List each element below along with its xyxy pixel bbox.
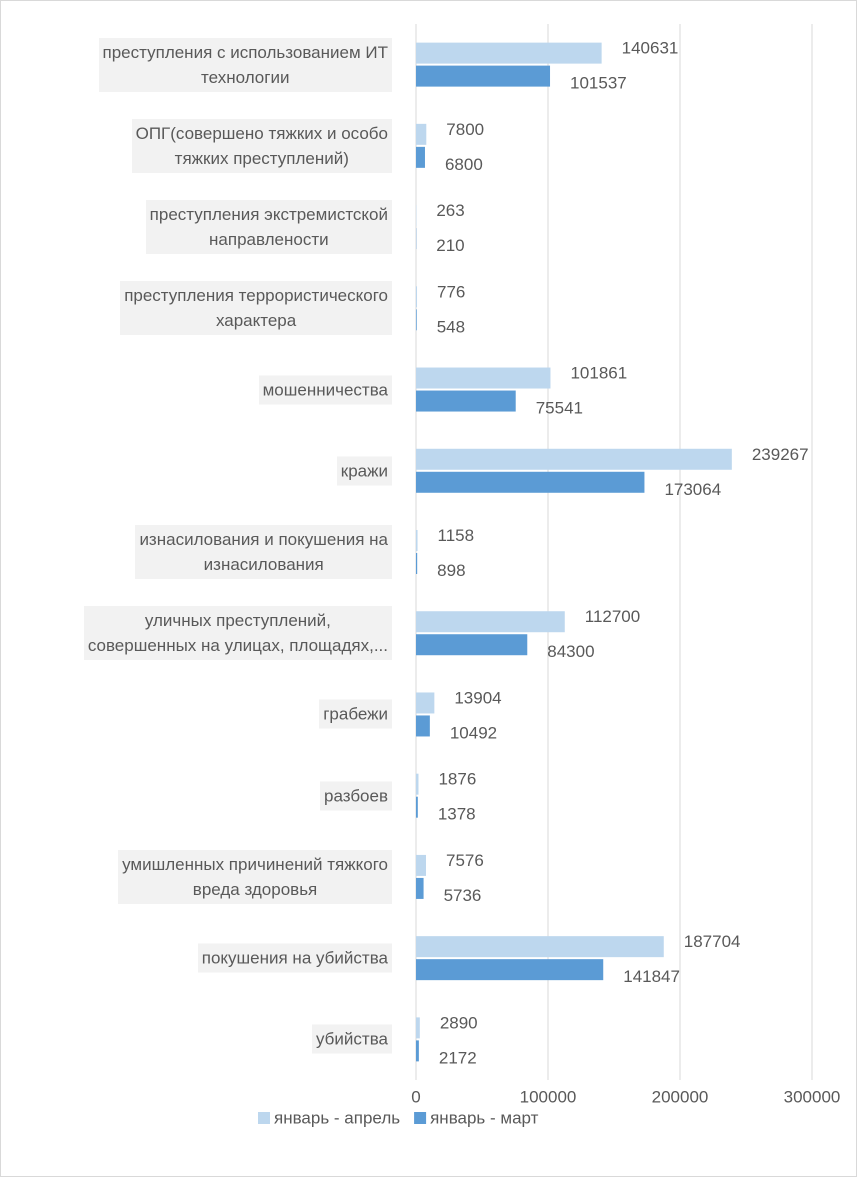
bar [416, 854, 427, 876]
bar [416, 1017, 420, 1039]
y-tick-label: кражи [336, 456, 392, 486]
x-tick-label: 100000 [520, 1087, 577, 1106]
bar [416, 959, 604, 981]
data-label: 10492 [450, 723, 497, 742]
bar [416, 390, 516, 412]
data-label: 898 [437, 561, 465, 580]
y-tick-label: мошенничества [258, 375, 392, 405]
bar [416, 65, 551, 87]
data-label: 210 [436, 236, 464, 255]
bar [416, 309, 417, 331]
data-label: 239267 [752, 445, 809, 464]
data-label: 140631 [622, 39, 679, 58]
bar [416, 553, 418, 574]
data-label: 7800 [446, 120, 484, 139]
y-tick-label: преступления с использованием ИТ техноло… [98, 37, 392, 92]
data-label: 101537 [570, 74, 627, 93]
data-label: 173064 [664, 480, 721, 499]
data-label: 112700 [585, 607, 640, 626]
y-tick-label: изнасилования и покушения на изнасилован… [135, 525, 392, 579]
y-tick-label: умишленных причинений тяжкого вреда здор… [118, 849, 392, 904]
legend-label: январь - апрель [274, 1108, 400, 1127]
data-label: 7576 [446, 851, 484, 870]
data-label: 1876 [438, 770, 476, 789]
data-label: 548 [437, 317, 465, 336]
x-tick-label: 300000 [784, 1087, 841, 1106]
bar [416, 123, 427, 145]
y-tick-label: разбоев [320, 781, 392, 811]
bar [416, 796, 418, 818]
bar [416, 877, 424, 899]
legend-swatch [414, 1112, 427, 1124]
data-label: 2890 [440, 1013, 478, 1032]
data-label: 1158 [438, 526, 475, 545]
y-tick-label: грабежи [319, 699, 392, 729]
bar [416, 634, 528, 656]
y-tick-label: убийства [311, 1024, 392, 1054]
y-tick-label: ОПГ(совершено тяжких и особо тяжких прес… [131, 118, 392, 173]
data-label: 263 [436, 201, 464, 220]
legend-swatch [258, 1112, 270, 1124]
x-tick-label: 200000 [652, 1087, 709, 1106]
data-label: 6800 [445, 155, 483, 174]
bar [416, 692, 435, 714]
data-label: 187704 [684, 932, 741, 951]
y-tick-label: преступления террористического характера [120, 281, 392, 336]
bar [416, 286, 418, 308]
bar [416, 611, 565, 633]
y-tick-label: уличных преступлений, совершенных на ули… [83, 606, 392, 661]
data-label: 84300 [547, 642, 594, 661]
data-label: 2172 [439, 1048, 477, 1067]
legend-label: январь - март [430, 1108, 539, 1127]
bar [416, 530, 418, 551]
bar [416, 146, 425, 168]
bar [416, 448, 732, 470]
x-tick-label: 0 [411, 1087, 420, 1106]
y-tick-label: покушения на убийства [197, 943, 392, 973]
data-label: 13904 [454, 688, 501, 707]
bar [416, 936, 664, 958]
data-label: 1378 [438, 805, 476, 824]
bar [416, 42, 602, 64]
data-label: 5736 [444, 886, 482, 905]
y-tick-label: преступления экстремистской направленост… [145, 200, 392, 255]
data-label: 75541 [536, 399, 583, 418]
bar [416, 471, 645, 493]
data-label: 776 [437, 282, 465, 301]
bar [416, 715, 430, 737]
bar [416, 1040, 419, 1062]
data-label: 141847 [623, 967, 680, 986]
bar [416, 773, 419, 795]
data-label: 101861 [570, 364, 627, 383]
bar [416, 367, 551, 389]
